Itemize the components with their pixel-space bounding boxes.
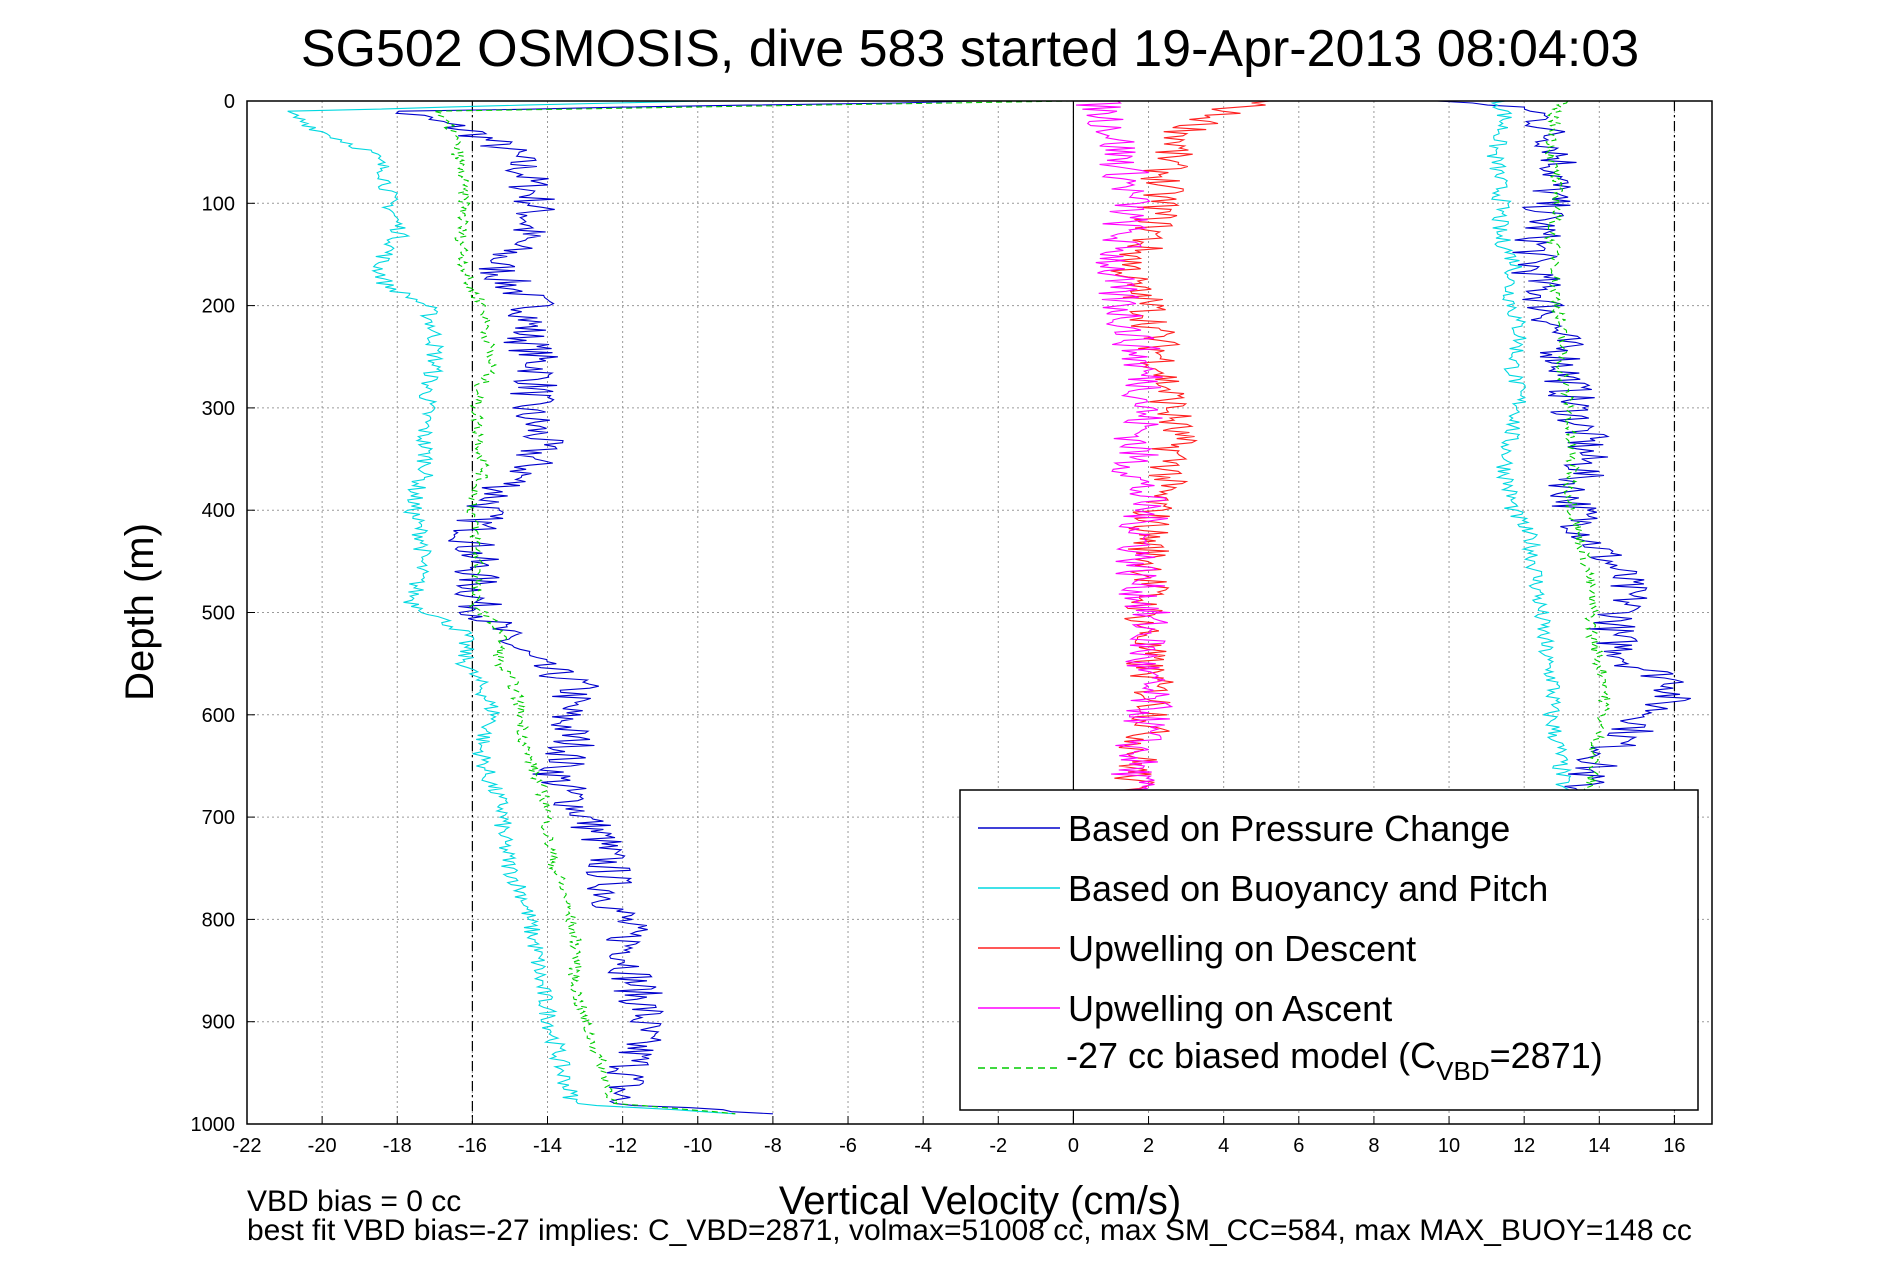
y-tick-label: 1000 bbox=[191, 1114, 236, 1136]
series-group bbox=[287, 100, 1691, 1115]
y-tick-label: 100 bbox=[202, 193, 235, 215]
series-4-ascent-line bbox=[1543, 100, 1612, 808]
series-2-line bbox=[1110, 100, 1270, 808]
x-tick-label: -12 bbox=[608, 1135, 637, 1157]
y-tick-label: 500 bbox=[202, 603, 235, 625]
x-ticks: -22 -20 -18 -16 -14 -12 -10 -8 -6 -4 -2 0 2 4 6 8 10 12 14… bbox=[233, 1116, 1686, 1157]
x-tick-label: -18 bbox=[383, 1135, 412, 1157]
y-tick-label: 300 bbox=[202, 398, 235, 420]
series-3-line bbox=[1075, 100, 1174, 808]
series-0-descent-line bbox=[395, 100, 974, 1115]
x-tick-label: -20 bbox=[308, 1135, 337, 1157]
chart-title: SG502 OSMOSIS, dive 583 started 19-Apr-2… bbox=[301, 20, 1639, 78]
legend-label-descent: Upwelling on Descent bbox=[1068, 928, 1416, 969]
legend-label-model: -27 cc biased model (CVBD=2871) bbox=[1066, 1035, 1603, 1086]
x-tick-label: 12 bbox=[1513, 1135, 1535, 1157]
series-1-descent-line bbox=[287, 100, 736, 1115]
legend-model-prefix: -27 cc biased model (C bbox=[1066, 1035, 1436, 1076]
x-tick-label: -2 bbox=[989, 1135, 1007, 1157]
legend-label-pressure: Based on Pressure Change bbox=[1068, 808, 1510, 849]
footer-line-1: VBD bias = 0 cc bbox=[247, 1185, 461, 1218]
footer-line-2: best fit VBD bias=-27 implies: C_VBD=287… bbox=[247, 1214, 1692, 1247]
x-tick-label: -8 bbox=[764, 1135, 782, 1157]
series-0-ascent-line bbox=[1437, 100, 1691, 808]
y-tick-label: 400 bbox=[202, 500, 235, 522]
legend-label-buoyancy: Based on Buoyancy and Pitch bbox=[1068, 868, 1548, 909]
y-ticks: 0 100 200 300 400 500 600 700 800 900 1000 bbox=[191, 91, 255, 1136]
x-axis-label: Vertical Velocity (cm/s) bbox=[779, 1179, 1181, 1223]
x-tick-label: -4 bbox=[914, 1135, 932, 1157]
y-tick-label: 800 bbox=[202, 909, 235, 931]
x-tick-label: 10 bbox=[1438, 1135, 1460, 1157]
x-tick-label: 16 bbox=[1663, 1135, 1685, 1157]
x-tick-label: -6 bbox=[839, 1135, 857, 1157]
x-tick-label: 4 bbox=[1218, 1135, 1229, 1157]
series-4-descent-line bbox=[433, 100, 1073, 1115]
x-tick-label: 6 bbox=[1293, 1135, 1304, 1157]
y-tick-label: 600 bbox=[202, 705, 235, 727]
x-tick-label: 0 bbox=[1068, 1135, 1079, 1157]
x-tick-label: -14 bbox=[533, 1135, 562, 1157]
series-1-ascent-line bbox=[1486, 100, 1573, 808]
x-tick-label: -10 bbox=[683, 1135, 712, 1157]
legend-model-sub: VBD bbox=[1436, 1056, 1489, 1086]
legend-model-suffix: =2871) bbox=[1490, 1035, 1603, 1076]
y-axis-label: Depth (m) bbox=[118, 523, 162, 701]
y-tick-label: 700 bbox=[202, 807, 235, 829]
x-tick-label: 8 bbox=[1368, 1135, 1379, 1157]
x-tick-label: 2 bbox=[1143, 1135, 1154, 1157]
legend-label-ascent: Upwelling on Ascent bbox=[1068, 988, 1392, 1029]
legend: Based on Pressure Change Based on Buoyan… bbox=[959, 789, 1699, 1111]
legend-box bbox=[959, 789, 1699, 1111]
x-tick-label: 14 bbox=[1588, 1135, 1610, 1157]
y-tick-label: 0 bbox=[224, 91, 235, 113]
x-tick-label: -22 bbox=[233, 1135, 262, 1157]
y-tick-label: 900 bbox=[202, 1012, 235, 1034]
x-tick-label: -16 bbox=[458, 1135, 487, 1157]
y-tick-label: 200 bbox=[202, 296, 235, 318]
